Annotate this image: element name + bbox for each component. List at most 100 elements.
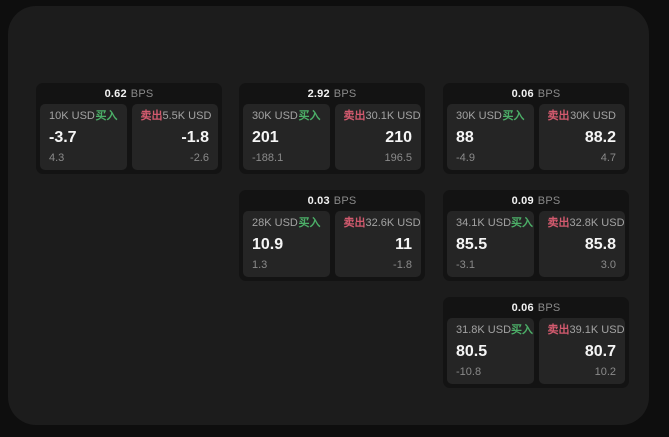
buy-panel[interactable]: 30K USD 买入 201 -188.1 bbox=[243, 104, 330, 170]
sell-panel[interactable]: 卖出 32.8K USD 85.8 3.0 bbox=[538, 211, 625, 277]
sell-top-row: 卖出 32.6K USD bbox=[343, 217, 421, 230]
sell-top-row: 卖出 30K USD bbox=[548, 110, 617, 123]
buy-label: 买入 bbox=[502, 110, 525, 122]
buy-notional: 30K USD bbox=[252, 110, 298, 122]
bps-value: 0.62 bbox=[104, 87, 127, 100]
buy-sub-value: 1.3 bbox=[252, 259, 268, 271]
buy-panel[interactable]: 28K USD 买入 10.9 1.3 bbox=[243, 211, 330, 277]
quote-card: 0.09 BPS 34.1K USD 买入 85.5 -3.1 卖出 32.8K… bbox=[443, 190, 629, 281]
sell-label: 卖出 bbox=[140, 110, 163, 122]
buy-label: 买入 bbox=[511, 217, 534, 229]
buy-price: 88 bbox=[456, 128, 474, 146]
quote-column-3: 0.06 BPS 30K USD 买入 88 -4.9 卖出 30K USD 8… bbox=[443, 83, 629, 388]
bps-value: 0.03 bbox=[307, 194, 330, 207]
sell-sub-value: 196.5 bbox=[384, 152, 412, 164]
sell-panel[interactable]: 卖出 5.5K USD -1.8 -2.6 bbox=[131, 104, 218, 170]
sell-top-row: 卖出 5.5K USD bbox=[140, 110, 212, 123]
buy-sub-value: -188.1 bbox=[252, 152, 284, 164]
card-panels: 30K USD 买入 88 -4.9 卖出 30K USD 88.2 4.7 bbox=[443, 104, 629, 174]
sell-price: -1.8 bbox=[181, 128, 209, 146]
card-header: 0.62 BPS bbox=[36, 83, 222, 104]
sell-top-row: 卖出 32.8K USD bbox=[547, 217, 625, 230]
sell-price: 85.8 bbox=[584, 235, 616, 253]
quote-card: 2.92 BPS 30K USD 买入 201 -188.1 卖出 30.1K … bbox=[239, 83, 425, 174]
bps-value: 0.06 bbox=[511, 87, 534, 100]
card-panels: 34.1K USD 买入 85.5 -3.1 卖出 32.8K USD 85.8… bbox=[443, 211, 629, 281]
quote-card: 0.03 BPS 28K USD 买入 10.9 1.3 卖出 32.6K US… bbox=[239, 190, 425, 281]
buy-sub-value: -10.8 bbox=[456, 366, 482, 378]
card-header: 0.03 BPS bbox=[239, 190, 425, 211]
bps-suffix: BPS bbox=[333, 194, 357, 207]
buy-top-row: 30K USD 买入 bbox=[456, 110, 525, 123]
sell-notional: 5.5K USD bbox=[162, 110, 212, 122]
buy-label: 买入 bbox=[95, 110, 118, 122]
buy-label: 买入 bbox=[298, 110, 321, 122]
bps-value: 0.09 bbox=[511, 194, 534, 207]
buy-panel[interactable]: 34.1K USD 买入 85.5 -3.1 bbox=[447, 211, 534, 277]
buy-label: 买入 bbox=[511, 324, 534, 336]
sell-label: 卖出 bbox=[343, 217, 366, 229]
sell-panel[interactable]: 卖出 30K USD 88.2 4.7 bbox=[538, 104, 625, 170]
sell-top-row: 卖出 39.1K USD bbox=[547, 324, 625, 337]
sell-notional: 32.6K USD bbox=[365, 217, 421, 229]
sell-panel[interactable]: 卖出 30.1K USD 210 196.5 bbox=[334, 104, 421, 170]
buy-panel[interactable]: 30K USD 买入 88 -4.9 bbox=[447, 104, 534, 170]
card-header: 0.06 BPS bbox=[443, 297, 629, 318]
bps-suffix: BPS bbox=[333, 87, 357, 100]
buy-sub-value: -4.9 bbox=[456, 152, 475, 164]
buy-top-row: 34.1K USD 买入 bbox=[456, 217, 533, 230]
buy-sub-value: -3.1 bbox=[456, 259, 475, 271]
sell-notional: 32.8K USD bbox=[569, 217, 625, 229]
sell-top-row: 卖出 30.1K USD bbox=[343, 110, 421, 123]
buy-top-row: 28K USD 买入 bbox=[252, 217, 321, 230]
card-panels: 31.8K USD 买入 80.5 -10.8 卖出 39.1K USD 80.… bbox=[443, 318, 629, 388]
buy-price: 201 bbox=[252, 128, 279, 146]
bps-suffix: BPS bbox=[537, 301, 561, 314]
buy-top-row: 10K USD 买入 bbox=[49, 110, 118, 123]
sell-sub-value: 10.2 bbox=[594, 366, 616, 378]
sell-panel[interactable]: 卖出 39.1K USD 80.7 10.2 bbox=[538, 318, 625, 384]
sell-notional: 30K USD bbox=[570, 110, 616, 122]
buy-panel[interactable]: 31.8K USD 买入 80.5 -10.8 bbox=[447, 318, 534, 384]
sell-label: 卖出 bbox=[343, 110, 366, 122]
card-header: 0.09 BPS bbox=[443, 190, 629, 211]
sell-price: 210 bbox=[385, 128, 412, 146]
sell-label: 卖出 bbox=[547, 324, 570, 336]
buy-price: 80.5 bbox=[456, 342, 488, 360]
buy-notional: 28K USD bbox=[252, 217, 298, 229]
card-panels: 30K USD 买入 201 -188.1 卖出 30.1K USD 210 1… bbox=[239, 104, 425, 174]
buy-panel[interactable]: 10K USD 买入 -3.7 4.3 bbox=[40, 104, 127, 170]
quote-column-1: 0.62 BPS 10K USD 买入 -3.7 4.3 卖出 5.5K USD… bbox=[36, 83, 222, 174]
sell-notional: 39.1K USD bbox=[569, 324, 625, 336]
buy-notional: 34.1K USD bbox=[456, 217, 512, 229]
sell-price: 88.2 bbox=[584, 128, 616, 146]
quote-column-2: 2.92 BPS 30K USD 买入 201 -188.1 卖出 30.1K … bbox=[239, 83, 425, 281]
sell-label: 卖出 bbox=[547, 110, 570, 122]
sell-notional: 30.1K USD bbox=[365, 110, 421, 122]
bps-suffix: BPS bbox=[537, 194, 561, 207]
buy-top-row: 31.8K USD 买入 bbox=[456, 324, 533, 337]
quote-card: 0.06 BPS 30K USD 买入 88 -4.9 卖出 30K USD 8… bbox=[443, 83, 629, 174]
card-header: 2.92 BPS bbox=[239, 83, 425, 104]
sell-price: 11 bbox=[395, 235, 412, 253]
buy-notional: 30K USD bbox=[456, 110, 502, 122]
buy-notional: 10K USD bbox=[49, 110, 95, 122]
sell-sub-value: 4.7 bbox=[600, 152, 616, 164]
sell-price: 80.7 bbox=[584, 342, 616, 360]
buy-notional: 31.8K USD bbox=[456, 324, 512, 336]
bps-suffix: BPS bbox=[130, 87, 154, 100]
sell-sub-value: 3.0 bbox=[600, 259, 616, 271]
buy-top-row: 30K USD 买入 bbox=[252, 110, 321, 123]
buy-label: 买入 bbox=[298, 217, 321, 229]
sell-panel[interactable]: 卖出 32.6K USD 11 -1.8 bbox=[334, 211, 421, 277]
quote-card: 0.06 BPS 31.8K USD 买入 80.5 -10.8 卖出 39.1… bbox=[443, 297, 629, 388]
bps-value: 0.06 bbox=[511, 301, 534, 314]
buy-sub-value: 4.3 bbox=[49, 152, 65, 164]
quote-card: 0.62 BPS 10K USD 买入 -3.7 4.3 卖出 5.5K USD… bbox=[36, 83, 222, 174]
sell-label: 卖出 bbox=[547, 217, 570, 229]
sell-sub-value: -2.6 bbox=[190, 152, 209, 164]
card-panels: 10K USD 买入 -3.7 4.3 卖出 5.5K USD -1.8 -2.… bbox=[36, 104, 222, 174]
card-header: 0.06 BPS bbox=[443, 83, 629, 104]
buy-price: 85.5 bbox=[456, 235, 488, 253]
bps-value: 2.92 bbox=[307, 87, 330, 100]
